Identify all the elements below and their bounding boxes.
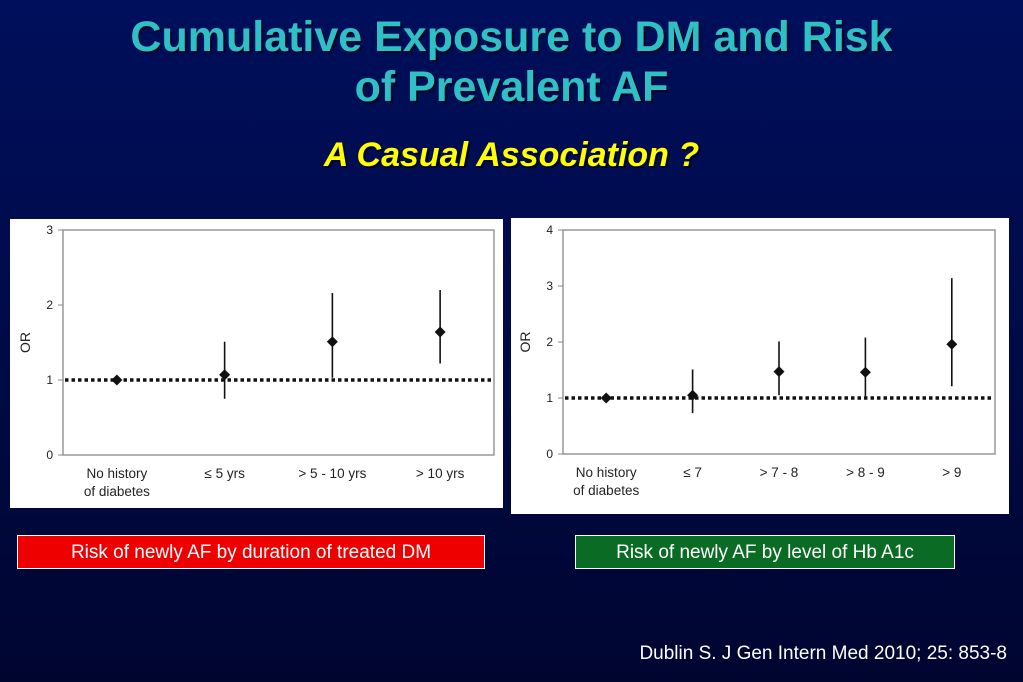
x-tick-label: ≤ 5 yrs: [204, 466, 245, 481]
title-line-2: of Prevalent AF: [354, 63, 669, 111]
data-point: [434, 326, 446, 338]
citation: Dublin S. J Gen Intern Med 2010; 25: 853…: [639, 643, 1007, 664]
x-tick-label: > 8 - 9: [846, 465, 885, 480]
x-tick-label: of diabetes: [84, 484, 150, 499]
x-tick-label: > 5 - 10 yrs: [298, 466, 366, 481]
data-point: [946, 338, 958, 350]
data-point: [326, 336, 338, 348]
y-axis-label: OR: [17, 332, 33, 353]
caption-hba1c: Risk of newly AF by level of Hb A1c: [575, 535, 955, 569]
y-tick-label: 3: [46, 223, 53, 237]
y-tick-label: 4: [546, 223, 553, 237]
y-tick-label: 0: [46, 448, 53, 462]
slide-subtitle: A Casual Association ?: [323, 136, 700, 174]
y-tick-label: 1: [46, 373, 53, 387]
x-tick-label: ≤ 7: [683, 465, 702, 480]
chart-hba1c: 0 1 2 3 4 OR No history of diabetes ≤ 7 > 7 - 8 > …: [517, 223, 996, 498]
title-line-1: Cumulative Exposure to DM and Risk: [130, 13, 893, 61]
data-point: [111, 374, 123, 386]
y-axis-label: OR: [517, 332, 533, 353]
caption-duration: Risk of newly AF by duration of treated …: [17, 535, 485, 569]
y-tick-label: 0: [546, 447, 553, 461]
data-point: [859, 366, 871, 378]
y-tick-label: 2: [46, 298, 53, 312]
x-tick-label: No history: [576, 465, 637, 480]
x-tick-label: > 9: [942, 465, 961, 480]
y-tick-label: 1: [546, 391, 553, 405]
chart-hba1c-panel: 0 1 2 3 4 OR No history of diabetes ≤ 7 > 7 - 8 > …: [511, 218, 1009, 514]
chart-duration: 0 1 2 3 OR No history of diabetes ≤ 5 yrs > 5 - …: [17, 223, 495, 499]
data-point: [773, 366, 785, 378]
slide-title: Cumulative Exposure to DM and Risk of Pr…: [0, 12, 1023, 112]
data-point: [600, 392, 612, 404]
plot-frame: [62, 229, 495, 456]
chart-duration-panel: 0 1 2 3 OR No history of diabetes ≤ 5 yrs > 5 - …: [10, 219, 503, 508]
data-point: [219, 369, 231, 381]
data-point: [687, 389, 699, 401]
x-tick-label: > 10 yrs: [416, 466, 465, 481]
x-tick-label: No history: [86, 466, 147, 481]
x-tick-label: of diabetes: [573, 483, 639, 498]
x-tick-label: > 7 - 8: [760, 465, 799, 480]
y-tick-label: 2: [546, 335, 553, 349]
y-tick-label: 3: [546, 279, 553, 293]
